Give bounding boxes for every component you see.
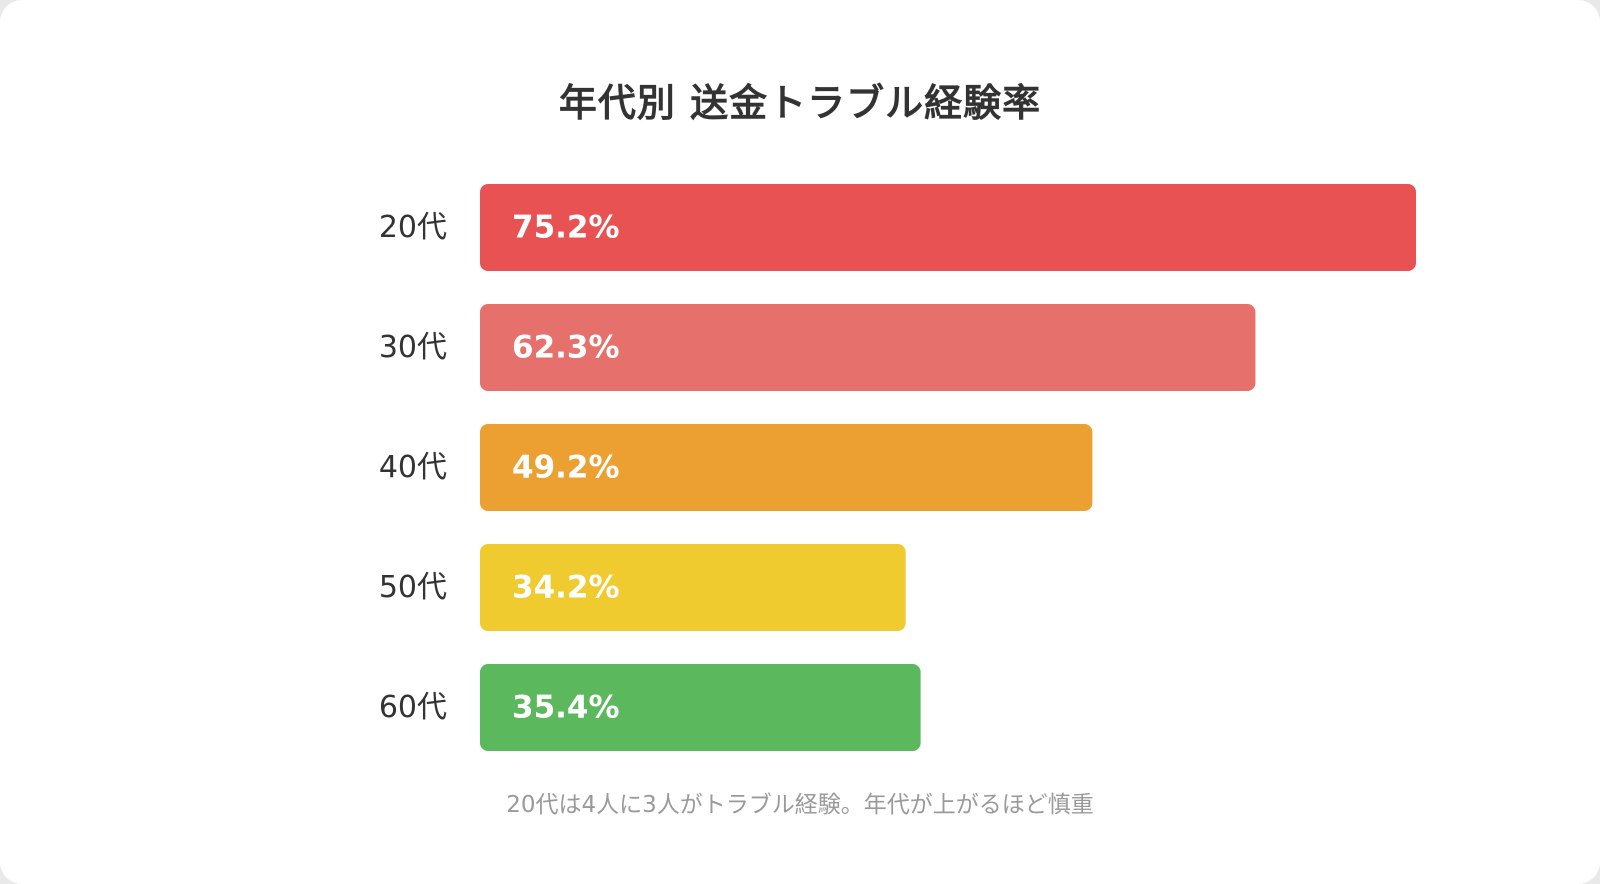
data-label: 62.3%	[512, 330, 620, 366]
category-label: 30代	[379, 330, 447, 365]
data-label: 75.2%	[512, 210, 620, 246]
bar	[480, 664, 921, 751]
data-label: 35.4%	[512, 690, 620, 726]
bar	[480, 304, 1256, 391]
data-label: 49.2%	[512, 450, 620, 486]
bar	[480, 424, 1093, 511]
category-label: 60代	[379, 690, 447, 725]
chart-title: 年代別 送金トラブル経験率	[558, 81, 1042, 125]
category-label: 50代	[379, 570, 447, 605]
chart-caption: 20代は4人に3人がトラブル経験。年代が上がるほど慎重	[506, 792, 1094, 818]
bar	[480, 544, 906, 631]
bar	[480, 184, 1416, 271]
data-label: 34.2%	[512, 570, 620, 606]
category-label: 40代	[379, 450, 447, 485]
category-label: 20代	[379, 210, 447, 245]
